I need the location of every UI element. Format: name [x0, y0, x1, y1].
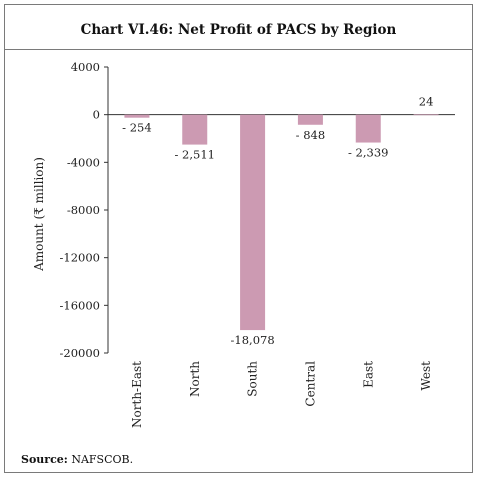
y-axis-label: Amount (₹ million): [32, 157, 46, 272]
y-tick-label: -12000: [60, 251, 100, 265]
y-tick-label: -16000: [60, 298, 100, 312]
source-note: Source: NAFSCOB.: [21, 453, 133, 466]
x-tick-label: West: [419, 361, 433, 391]
y-tick-label: 4000: [71, 60, 100, 74]
bars: [124, 114, 439, 331]
bar: [355, 114, 381, 143]
bar: [182, 114, 208, 145]
data-label: -18,078: [231, 333, 275, 347]
data-label: - 254: [122, 121, 152, 135]
category-labels: North-East North South Central East West: [130, 361, 433, 428]
bar: [413, 114, 439, 116]
chart-frame: Chart VI.46: Net Profit of PACS by Regio…: [4, 4, 473, 473]
data-label: - 848: [296, 128, 326, 142]
data-label: - 2,339: [348, 146, 388, 160]
chart-title: Chart VI.46: Net Profit of PACS by Regio…: [80, 22, 397, 38]
bar: [240, 114, 266, 331]
x-tick-label: North: [188, 361, 202, 397]
title-divider: [5, 49, 472, 50]
bar: [297, 114, 323, 125]
x-tick-label: Central: [303, 361, 317, 407]
source-text: NAFSCOB.: [71, 453, 134, 466]
axes: 4000 0 -4000 -8000 -12000 -16000 -20000: [60, 60, 455, 360]
data-label: 24: [419, 94, 434, 108]
x-tick-label: North-East: [130, 361, 144, 428]
x-tick-label: South: [246, 361, 260, 397]
y-tick-label: -8000: [67, 203, 100, 217]
source-label: Source:: [21, 453, 68, 466]
data-label: - 2,511: [175, 148, 215, 162]
bar: [124, 114, 150, 118]
y-tick-label: -20000: [60, 346, 100, 360]
x-tick-label: East: [361, 361, 375, 388]
y-tick-label: -4000: [67, 155, 100, 169]
data-labels: - 254 - 2,511 -18,078 - 848 - 2,339 24: [122, 94, 433, 347]
y-tick-label: 0: [93, 108, 100, 122]
